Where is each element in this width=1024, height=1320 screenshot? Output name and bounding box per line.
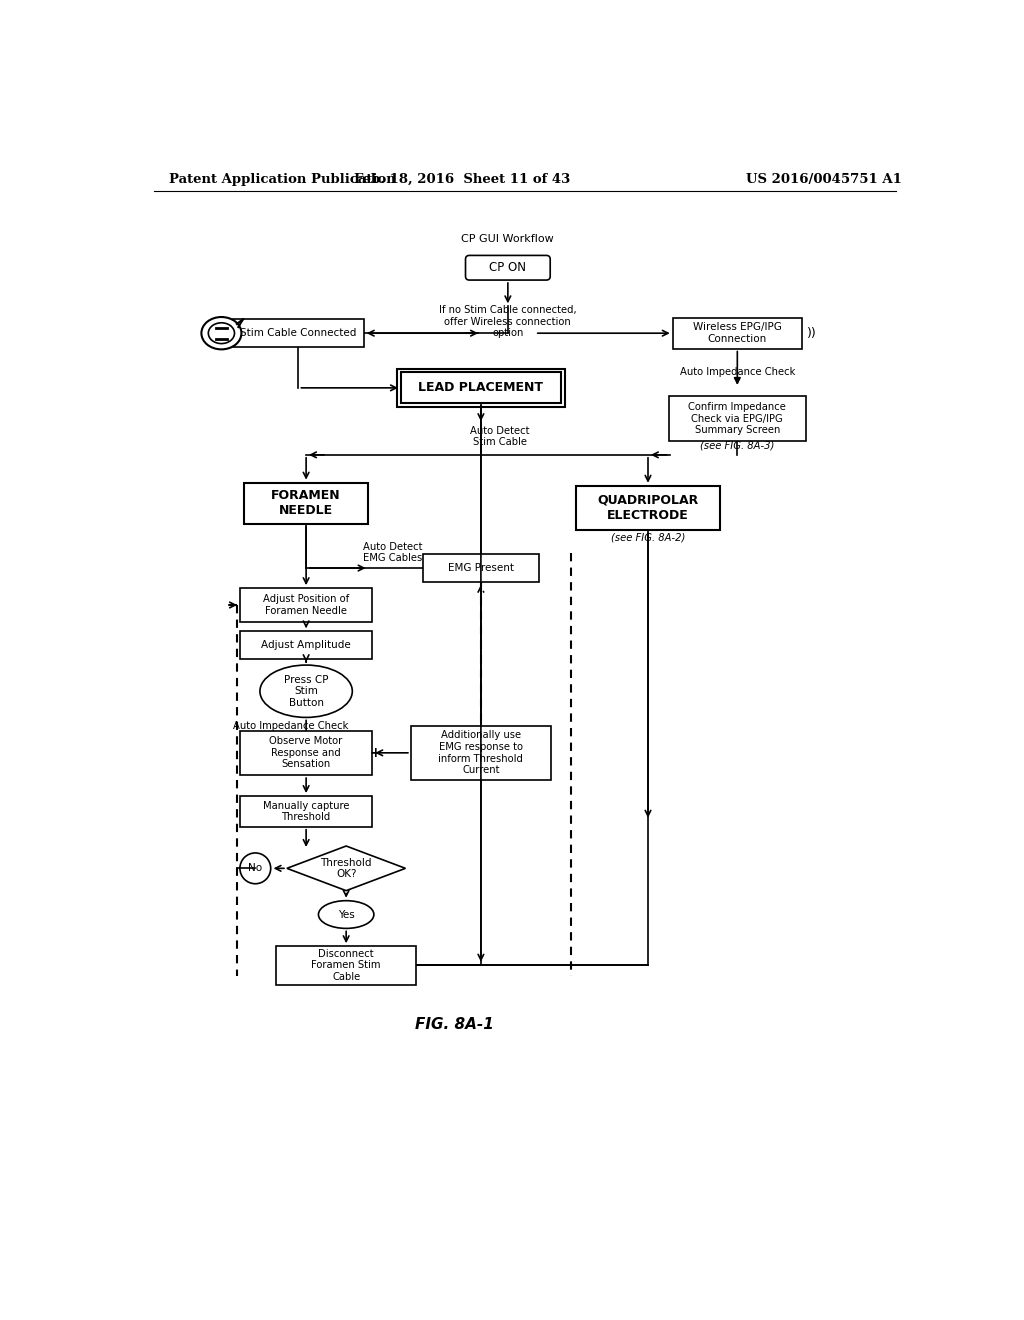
Text: No: No <box>248 863 262 874</box>
Text: Adjust Amplitude: Adjust Amplitude <box>261 640 351 649</box>
Text: QUADRIPOLAR
ELECTRODE: QUADRIPOLAR ELECTRODE <box>597 494 698 521</box>
Bar <box>673 318 802 348</box>
Text: LEAD PLACEMENT: LEAD PLACEMENT <box>419 381 544 395</box>
Text: If no Stim Cable connected,
offer Wireless connection
option: If no Stim Cable connected, offer Wirele… <box>439 305 577 338</box>
Text: Auto Impedance Check: Auto Impedance Check <box>680 367 795 378</box>
Text: Adjust Position of
Foramen Needle: Adjust Position of Foramen Needle <box>263 594 349 616</box>
Text: (see FIG. 8A-2): (see FIG. 8A-2) <box>610 532 685 543</box>
Bar <box>240 730 373 775</box>
Text: Wireless EPG/IPG
Connection: Wireless EPG/IPG Connection <box>693 322 781 345</box>
Text: EMG Present: EMG Present <box>447 564 514 573</box>
Text: +: + <box>370 746 381 760</box>
Bar <box>240 796 373 826</box>
Bar <box>669 396 806 441</box>
Text: Feb. 18, 2016  Sheet 11 of 43: Feb. 18, 2016 Sheet 11 of 43 <box>353 173 569 186</box>
Text: Auto Impedance Check: Auto Impedance Check <box>233 721 348 731</box>
Text: Threshold
OK?: Threshold OK? <box>321 858 372 879</box>
Bar <box>244 483 369 524</box>
Text: Observe Motor
Response and
Sensation: Observe Motor Response and Sensation <box>269 737 343 770</box>
Text: Patent Application Publication: Patent Application Publication <box>169 173 396 186</box>
Ellipse shape <box>202 317 242 350</box>
Ellipse shape <box>208 323 234 343</box>
Bar <box>233 319 364 347</box>
Text: Auto Detect
Stim Cable: Auto Detect Stim Cable <box>470 425 529 447</box>
Text: Additionally use
EMG response to
inform Threshold
Current: Additionally use EMG response to inform … <box>438 730 523 775</box>
Bar <box>400 372 561 404</box>
Polygon shape <box>287 846 406 891</box>
Text: Press CP
Stim
Button: Press CP Stim Button <box>284 675 329 708</box>
Bar <box>240 631 373 659</box>
Ellipse shape <box>260 665 352 718</box>
FancyBboxPatch shape <box>466 256 550 280</box>
Bar <box>423 554 539 582</box>
Bar <box>397 368 565 407</box>
Bar <box>577 486 720 531</box>
Text: Confirm Impedance
Check via EPG/IPG
Summary Screen: Confirm Impedance Check via EPG/IPG Summ… <box>688 403 786 436</box>
Text: CP GUI Workflow: CP GUI Workflow <box>462 234 554 244</box>
Text: Manually capture
Threshold: Manually capture Threshold <box>263 800 349 822</box>
Bar <box>240 589 373 622</box>
Bar <box>411 726 551 780</box>
Text: (see FIG. 8A-3): (see FIG. 8A-3) <box>700 441 774 450</box>
Text: CP ON: CP ON <box>489 261 526 275</box>
Text: )): )) <box>807 326 816 339</box>
Text: FORAMEN
NEEDLE: FORAMEN NEEDLE <box>271 490 341 517</box>
Text: US 2016/0045751 A1: US 2016/0045751 A1 <box>745 173 901 186</box>
Text: Disconnect
Foramen Stim
Cable: Disconnect Foramen Stim Cable <box>311 949 381 982</box>
Text: FIG. 8A-1: FIG. 8A-1 <box>415 1018 494 1032</box>
Text: Auto Detect
EMG Cables: Auto Detect EMG Cables <box>362 541 422 564</box>
Bar <box>276 946 416 985</box>
Text: Yes: Yes <box>338 909 354 920</box>
Ellipse shape <box>318 900 374 928</box>
Text: Stim Cable Connected: Stim Cable Connected <box>241 329 356 338</box>
